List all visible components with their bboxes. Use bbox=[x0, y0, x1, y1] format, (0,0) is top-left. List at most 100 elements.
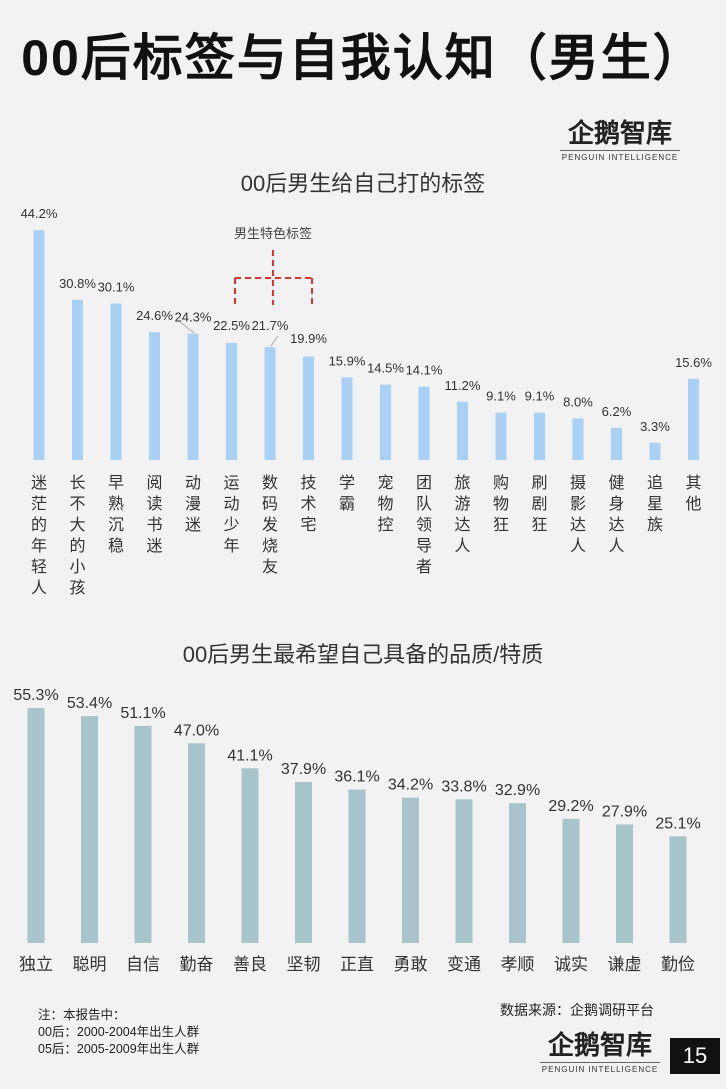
chart1-category-label: 导 bbox=[416, 537, 432, 555]
chart1-bar bbox=[303, 356, 314, 460]
chart1-value-label: 11.2% bbox=[445, 378, 481, 393]
chart1-category-label: 的 bbox=[69, 537, 85, 555]
chart1-bar bbox=[534, 412, 545, 460]
chart1-category-label: 小 bbox=[69, 558, 85, 576]
chart1-bar bbox=[688, 378, 699, 460]
chart1-category-label: 年 bbox=[223, 537, 239, 555]
chart1-category-label: 达 bbox=[608, 516, 624, 534]
chart2-value-label: 36.1% bbox=[334, 769, 379, 786]
chart1-category-label: 物 bbox=[377, 495, 393, 513]
chart1-value-label: 14.5% bbox=[367, 361, 404, 376]
chart1-category-label: 霸 bbox=[339, 495, 355, 513]
chart1-category-label: 族 bbox=[647, 516, 663, 534]
chart2-category-label: 勤俭 bbox=[661, 955, 695, 974]
chart1-bar bbox=[495, 412, 507, 460]
chart1-category-label: 长 bbox=[69, 474, 85, 492]
page-number: 15 bbox=[670, 1038, 720, 1074]
chart1-category-label: 不 bbox=[69, 496, 85, 513]
chart2-bar bbox=[402, 797, 419, 943]
chart2-bar bbox=[295, 781, 312, 943]
chart2-value-label: 37.9% bbox=[281, 761, 326, 778]
chart1-category-label: 沉 bbox=[108, 516, 124, 534]
chart1-bar bbox=[572, 418, 584, 460]
chart1-bar bbox=[380, 384, 391, 460]
chart2-category-label: 变通 bbox=[447, 955, 481, 974]
chart1-category-label: 刷 bbox=[531, 474, 547, 492]
chart1-category-label: 烧 bbox=[262, 537, 278, 555]
chart1-category-label: 队 bbox=[416, 495, 432, 513]
chart1-category-label: 人 bbox=[31, 579, 47, 597]
chart1-category-label: 术 bbox=[300, 495, 316, 513]
chart1-category-label: 学 bbox=[339, 474, 355, 492]
chart1-category-label: 数 bbox=[262, 474, 278, 492]
chart1-value-label: 14.1% bbox=[406, 363, 443, 378]
chart1-category-label: 阅 bbox=[146, 474, 162, 492]
footnote: 注：本报告中： 00后：2000-2004年出生人群 05后：2005-2009… bbox=[38, 1007, 199, 1058]
chart1-value-label: 9.1% bbox=[525, 389, 555, 404]
chart2-category-label: 勇敢 bbox=[394, 955, 428, 974]
chart1-value-label: 30.8% bbox=[59, 276, 96, 291]
penguin-intelligence-logo: 企鹅智库 PENGUIN INTELLIGENCE bbox=[560, 118, 680, 163]
footnote-line: 注：本报告中： bbox=[38, 1008, 126, 1022]
chart1-bar bbox=[187, 333, 199, 460]
logo-word: 企鹅智库 bbox=[547, 1030, 652, 1060]
chart2-category-label: 谦虚 bbox=[608, 955, 642, 974]
chart1-category-label: 大 bbox=[69, 516, 85, 534]
chart1-category-label: 他 bbox=[685, 495, 701, 513]
chart1-bar bbox=[226, 343, 237, 460]
annotation-label: 男生特色标签 bbox=[234, 226, 312, 241]
chart1-category-label: 发 bbox=[262, 516, 278, 534]
data-source: 数据来源：企鹅调研平台 bbox=[500, 1002, 654, 1018]
chart1-category-label: 熟 bbox=[108, 495, 124, 513]
chart2-bar bbox=[455, 799, 473, 943]
chart1-value-label: 30.1% bbox=[98, 279, 135, 294]
chart1-value-label: 21.7% bbox=[252, 318, 289, 333]
chart1-value-label: 24.6% bbox=[136, 308, 173, 323]
chart1-category-label: 游 bbox=[454, 495, 470, 513]
chart1-category-label: 轻 bbox=[31, 558, 47, 576]
chart1-category-label: 码 bbox=[262, 495, 278, 513]
chart2-bar bbox=[241, 768, 259, 943]
chart2-category-label: 坚韧 bbox=[287, 955, 321, 974]
chart1-title: 00后男生给自己打的标签 bbox=[240, 171, 486, 196]
chart1-bar bbox=[457, 401, 468, 460]
chart1-category-label: 少 bbox=[223, 516, 239, 534]
chart1-leader-line bbox=[270, 335, 279, 347]
chart1-category-label: 动 bbox=[185, 474, 201, 492]
chart1-category-label: 宠 bbox=[377, 474, 393, 492]
chart1-category-label: 动 bbox=[223, 495, 239, 513]
chart2-title: 00后男生最希望自己具备的品质/特质 bbox=[182, 642, 544, 667]
chart1-category-label: 年 bbox=[31, 537, 47, 555]
chart1-category-label: 影 bbox=[570, 495, 586, 513]
logo-word: 企鹅智库 bbox=[567, 118, 672, 148]
chart1-category-label: 其 bbox=[685, 474, 701, 492]
chart1-bar bbox=[110, 303, 122, 460]
chart1-bar bbox=[418, 386, 430, 460]
footnote-line: 00后：2000-2004年出生人群 bbox=[38, 1025, 200, 1039]
chart1-category-label: 人 bbox=[570, 537, 586, 555]
chart2-category-label: 诚实 bbox=[554, 955, 588, 974]
chart1-value-label: 15.6% bbox=[675, 355, 712, 370]
chart1-bar bbox=[72, 299, 83, 460]
chart2-bar bbox=[562, 818, 580, 943]
chart2-bar bbox=[188, 743, 205, 943]
chart2-category-label: 勤奋 bbox=[180, 955, 214, 974]
chart2-category-label: 聪明 bbox=[73, 955, 107, 974]
chart2-bar bbox=[81, 716, 98, 943]
chart1-value-label: 15.9% bbox=[329, 353, 366, 368]
chart1-value-label: 6.2% bbox=[602, 404, 632, 419]
chart1-category-label: 领 bbox=[416, 516, 432, 534]
chart1-category-label: 运 bbox=[223, 474, 239, 492]
chart1-category-label: 宅 bbox=[300, 516, 316, 534]
chart1-value-label: 8.0% bbox=[563, 394, 593, 409]
chart1-category-label: 旅 bbox=[454, 474, 470, 492]
chart1-value-label: 9.1% bbox=[486, 389, 516, 404]
chart1-category-label: 迷 bbox=[31, 474, 47, 492]
chart1-category-label: 孩 bbox=[69, 579, 85, 597]
chart1-category-label: 友 bbox=[262, 558, 278, 576]
chart1-category-label: 人 bbox=[608, 537, 624, 555]
chart1-category-label: 茫 bbox=[31, 495, 47, 513]
chart1-category-label: 迷 bbox=[185, 516, 201, 534]
logo-subtitle: PENGUIN INTELLIGENCE bbox=[560, 150, 680, 163]
chart1-category-label: 剧 bbox=[531, 495, 547, 513]
